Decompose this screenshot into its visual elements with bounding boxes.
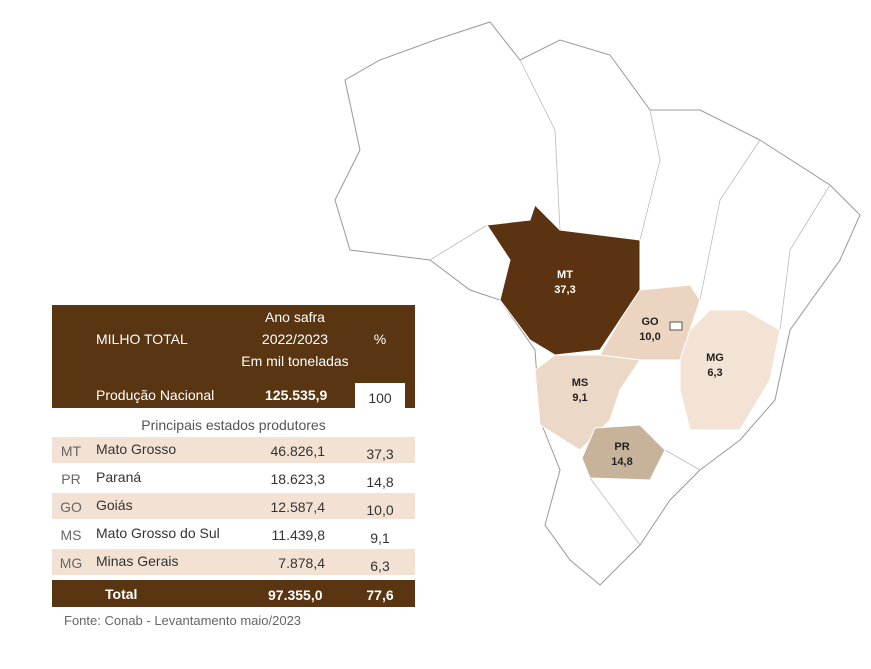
state-border bbox=[664, 449, 701, 471]
state-value: 46.826,1 bbox=[270, 443, 326, 459]
state-value: 12.587,4 bbox=[270, 499, 326, 515]
national-value: 125.535,9 bbox=[265, 387, 328, 403]
period-line: 2022/2023 bbox=[261, 330, 329, 347]
state-border bbox=[589, 477, 641, 546]
map-label: 6,3 bbox=[707, 367, 722, 379]
state-name: Goiás bbox=[96, 497, 133, 513]
state-value: 18.623,3 bbox=[270, 471, 326, 487]
national-percent: 100 bbox=[355, 383, 405, 413]
map-label: 37,3 bbox=[554, 284, 575, 296]
state-value: 11.439,8 bbox=[271, 527, 325, 543]
state-code: GO bbox=[60, 499, 82, 515]
subheader: Principais estados produtores bbox=[141, 417, 326, 433]
state-border bbox=[639, 109, 661, 241]
map-label: 14,8 bbox=[611, 456, 632, 468]
state-value: 7.878,4 bbox=[278, 555, 325, 571]
state-border bbox=[519, 59, 561, 231]
header-percent: % bbox=[373, 330, 387, 347]
state-percent: 37,3 bbox=[366, 446, 394, 462]
header-period: Ano safra 2022/2023 Em mil toneladas bbox=[230, 305, 360, 372]
header-bg bbox=[52, 305, 415, 408]
df bbox=[669, 321, 683, 331]
row-bg bbox=[52, 493, 415, 519]
row-bg bbox=[52, 549, 415, 575]
total-value: 97.355,0 bbox=[268, 587, 323, 603]
map-label: MS bbox=[572, 377, 589, 389]
state-name: Minas Gerais bbox=[96, 553, 179, 569]
header-label: MILHO TOTAL bbox=[96, 330, 188, 347]
map-label: 9,1 bbox=[572, 392, 587, 404]
state-percent: 9,1 bbox=[370, 530, 390, 546]
map-label: PR bbox=[614, 441, 629, 453]
map-label: MT bbox=[557, 269, 573, 281]
map-label: GO bbox=[641, 316, 659, 328]
period-line: Em mil toneladas bbox=[241, 352, 349, 369]
state-mg bbox=[679, 309, 781, 431]
total-label: Total bbox=[105, 585, 138, 602]
state-percent: 6,3 bbox=[370, 558, 390, 574]
state-name: Mato Grosso bbox=[96, 441, 177, 457]
state-name: Paraná bbox=[96, 469, 142, 485]
period-line: Ano safra bbox=[265, 308, 325, 325]
state-code: MS bbox=[60, 527, 82, 543]
state-code: MT bbox=[60, 443, 82, 459]
source: Fonte: Conab - Levantamento maio/2023 bbox=[64, 612, 302, 628]
map-label: MG bbox=[706, 352, 724, 364]
state-name: Mato Grosso do Sul bbox=[96, 525, 220, 541]
total-bg bbox=[52, 580, 415, 607]
state-border bbox=[429, 224, 488, 261]
state-border bbox=[779, 184, 831, 331]
state-pr bbox=[581, 424, 666, 481]
map-label: 10,0 bbox=[639, 331, 660, 343]
state-code: PR bbox=[61, 471, 81, 487]
state-border bbox=[699, 139, 761, 301]
national-label: Produção Nacional bbox=[96, 387, 215, 403]
total-percent: 77,6 bbox=[366, 587, 394, 603]
row-bg bbox=[52, 437, 415, 463]
state-code: MG bbox=[59, 555, 83, 571]
state-percent: 14,8 bbox=[366, 474, 394, 490]
state-ms bbox=[534, 354, 641, 451]
state-percent: 10,0 bbox=[366, 502, 394, 518]
